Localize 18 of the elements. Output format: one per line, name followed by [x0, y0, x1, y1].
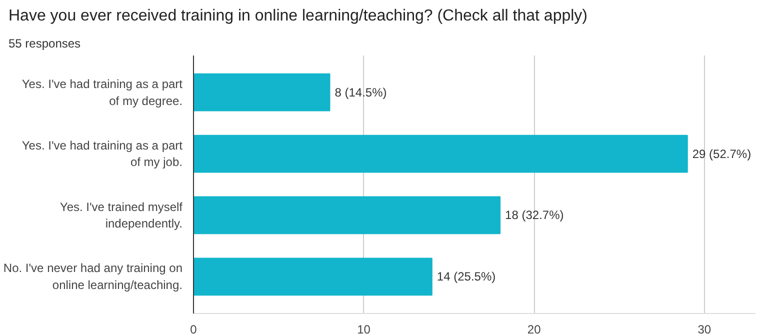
x-tick-label: 0 [190, 322, 198, 336]
y-tick-label: No. I've never had any training on online learning/teaching. [3, 261, 183, 292]
x-tick-label: 10 [357, 322, 371, 336]
x-tick-label: 30 [698, 322, 712, 336]
data-label: 29 (52.7%) [692, 146, 752, 161]
chart-title: Have you ever received training in online learning/teaching? (Check all that apply) [8, 8, 588, 24]
text: 55 responses [8, 36, 81, 50]
bar [194, 134, 688, 173]
data-label: 18 (32.7%) [505, 208, 564, 222]
y-tick-label: Yes. I've had training as a part of my job. [22, 138, 184, 170]
bar [194, 73, 330, 112]
data-label: 8 (14.5%) [334, 85, 387, 100]
y-tick-label: Yes. I've had training as a part of my degree. [22, 76, 184, 108]
x-tick-label: 20 [527, 322, 542, 336]
y-tick-label: Yes. I've trained myself independently. [60, 200, 184, 231]
bar [194, 196, 501, 234]
bar [194, 258, 432, 296]
data-label: 14 (25.5%) [436, 270, 496, 284]
